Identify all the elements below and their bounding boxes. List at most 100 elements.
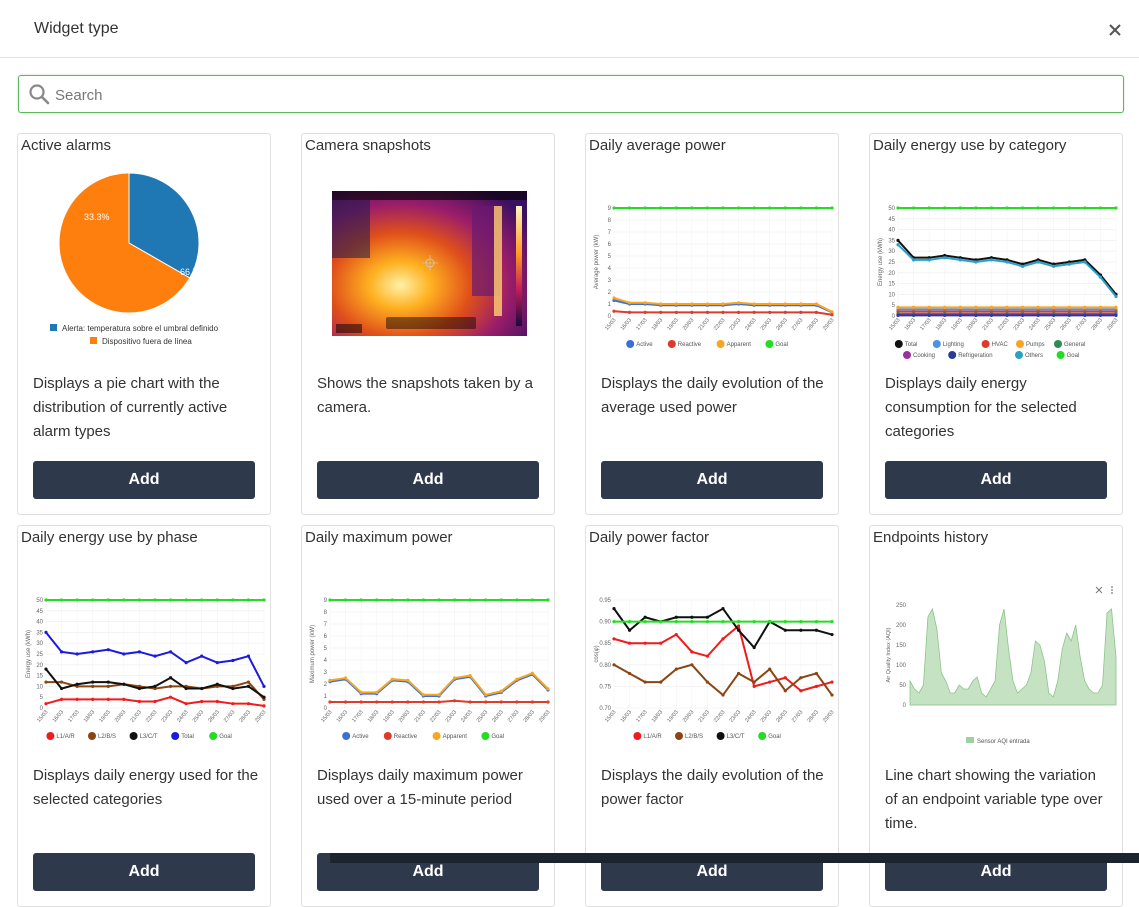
legend-label: Goal (775, 342, 788, 348)
legend-marker (716, 340, 725, 348)
y-tick-label: 6 (324, 634, 328, 640)
area-series (909, 607, 1117, 706)
thermal-snapshot (332, 191, 527, 336)
card-preview: 9 8 7 6 5 4 3 2 1 0 15/03 16/03 17/03 18/03 19/03 20/03… (586, 166, 838, 366)
data-point (674, 310, 678, 314)
data-point (814, 206, 819, 210)
data-point (674, 632, 678, 637)
data-point (59, 697, 64, 701)
data-point (768, 667, 772, 671)
data-point (783, 689, 787, 693)
data-point (1098, 313, 1103, 317)
add-button[interactable]: Add (33, 853, 255, 891)
data-point (911, 258, 916, 262)
x-tick-label: 26/03 (775, 709, 788, 723)
widget-card-daily-maximum-power: Daily maximum power 9 8 7 6 5 4 3 2 1 0 15/03 16/03… (301, 525, 555, 907)
data-point (830, 693, 834, 697)
data-point (1114, 294, 1118, 299)
data-point (752, 680, 756, 684)
data-point (530, 700, 535, 704)
data-point (1036, 305, 1040, 309)
data-point (896, 305, 900, 309)
more-options-icon[interactable] (1111, 586, 1113, 594)
data-point (215, 682, 219, 686)
y-axis-label: Maximum power (kW) (310, 625, 316, 683)
widget-card-daily-energy-by-phase: Daily energy use by phase 50 45 40 35 30 25 20… (17, 525, 271, 907)
data-point (752, 302, 756, 306)
data-point (783, 206, 787, 210)
legend-marker (633, 732, 642, 740)
x-tick-label: 17/03 (67, 709, 80, 723)
data-point (690, 615, 694, 619)
x-tick-label: 27/03 (507, 709, 520, 723)
y-tick-label: 0 (40, 706, 44, 712)
x-tick-label: 17/03 (635, 317, 648, 331)
legend-label: Refrigeration (958, 353, 992, 359)
x-tick-label: 22/03 (997, 317, 1010, 331)
pie-slice (58, 172, 191, 314)
x-tick-label: 28/03 (523, 709, 536, 723)
legend-marker (171, 732, 180, 740)
data-point (452, 699, 457, 703)
y-tick-label: 1 (608, 302, 612, 308)
legend-label: Apparent (443, 734, 468, 740)
close-icon[interactable] (1105, 20, 1125, 40)
data-point (184, 661, 188, 665)
y-tick-label: 3 (608, 278, 612, 284)
search-input[interactable] (53, 76, 1117, 114)
expand-icon[interactable] (1095, 586, 1103, 594)
data-point (612, 663, 616, 667)
x-tick-label: 15/03 (320, 709, 333, 723)
x-tick-label: 15/03 (36, 709, 49, 723)
y-tick-label: 3 (324, 670, 328, 676)
x-tick-label: 20/03 (682, 317, 695, 331)
data-point (168, 598, 173, 602)
data-point (1083, 260, 1087, 264)
y-tick-label: 25 (888, 260, 895, 266)
x-tick-label: 16/03 (336, 709, 349, 723)
data-point (783, 310, 787, 314)
data-point (674, 302, 678, 306)
legend-marker (626, 340, 635, 348)
legend-marker (342, 732, 351, 740)
widget-card-daily-energy-by-category: Daily energy use by category 50 45 40 35 30 2… (869, 133, 1123, 515)
data-point (359, 598, 363, 602)
data-point (783, 620, 787, 624)
legend-label: L2/B/S (98, 734, 116, 740)
y-tick-label: 5 (892, 303, 896, 309)
x-tick-label: 27/03 (1075, 317, 1088, 331)
data-point (674, 615, 678, 619)
add-button[interactable]: Add (885, 461, 1107, 499)
search-box[interactable] (18, 75, 1124, 114)
legend-marker (716, 732, 725, 740)
y-tick-label: 9 (324, 598, 328, 604)
y-tick-label: 50 (888, 206, 895, 212)
data-point (705, 680, 710, 684)
legend-marker (129, 732, 138, 740)
data-point (911, 206, 916, 210)
y-axis-label: cos(φ) (594, 645, 600, 662)
data-point (643, 615, 647, 619)
data-point (690, 650, 694, 654)
data-point (1067, 313, 1071, 317)
data-point (721, 302, 725, 306)
data-point (830, 310, 834, 314)
data-point (1005, 260, 1009, 264)
x-tick-label: 20/03 (682, 709, 695, 723)
add-button[interactable]: Add (317, 461, 539, 499)
legend-label: L3/C/T (140, 734, 158, 740)
data-point (911, 305, 916, 309)
x-tick-label: 18/03 (367, 709, 380, 723)
x-tick-label: 19/03 (666, 317, 679, 331)
card-description: Displays daily maximum power used over a… (317, 767, 523, 808)
data-point (927, 313, 931, 317)
add-button[interactable]: Add (33, 461, 255, 499)
legend-label: Pumps (1026, 342, 1045, 348)
line-chart: 9 8 7 6 5 4 3 2 1 015/03 16/03 17/03 18/03 19/03 20/03… (310, 598, 552, 740)
data-point (721, 310, 725, 314)
data-point (59, 650, 64, 654)
add-button[interactable]: Add (601, 461, 823, 499)
data-point (168, 676, 173, 680)
